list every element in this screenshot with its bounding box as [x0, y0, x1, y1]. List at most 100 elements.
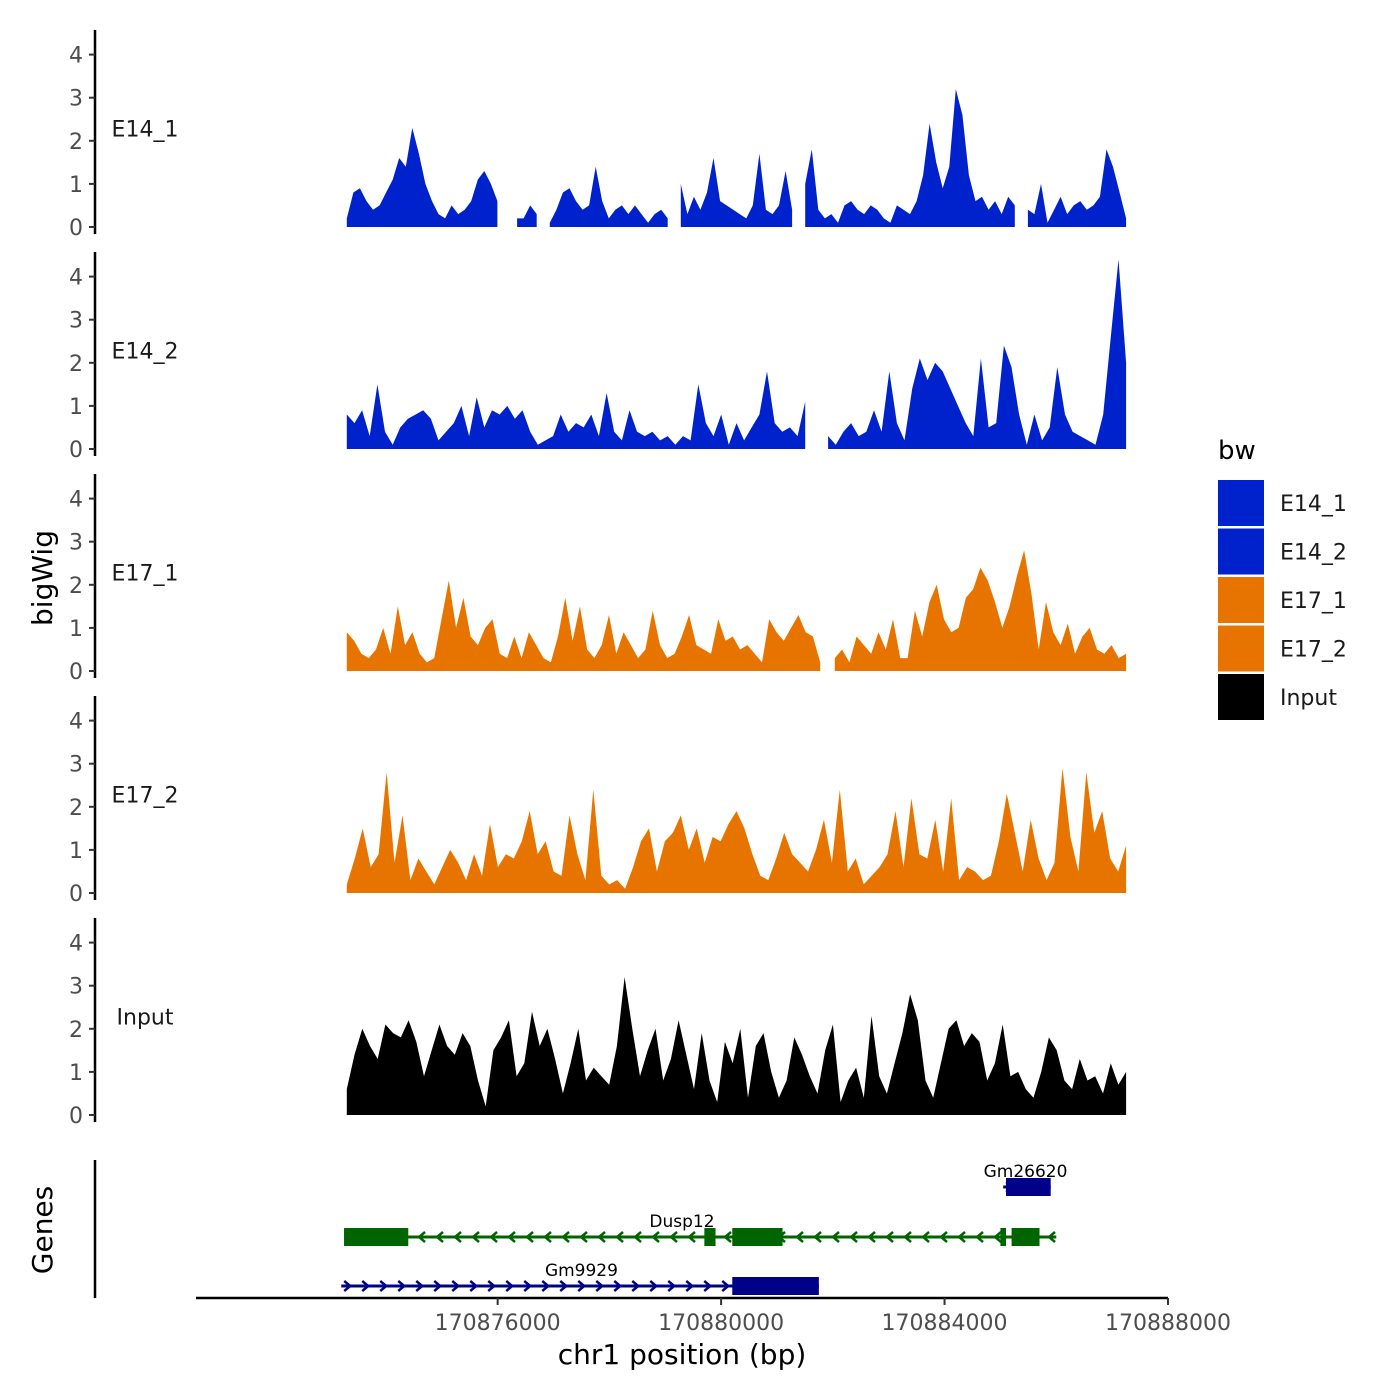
legend-label: E17_1	[1280, 589, 1347, 614]
y-tick-label: 4	[69, 932, 83, 957]
bigwig-tracks: 0 1 2 3 4 E14_1 0 1 2 3 4 E14_2 0 1 2 3 4 E17_1 0 1 2 3 4 E17_2…	[69, 30, 1127, 1129]
gene-gm26620: Gm26620	[984, 1162, 1068, 1196]
signal-area-e14_1	[1027, 149, 1127, 227]
strand-arrow	[1047, 1231, 1056, 1243]
y-tick-label: 0	[69, 1104, 83, 1129]
strand-arrow	[505, 1280, 515, 1292]
legend-swatch	[1218, 674, 1264, 720]
strand-arrow	[721, 1280, 731, 1292]
y-tick-label: 4	[69, 710, 83, 735]
y-tick-label: 2	[69, 574, 83, 599]
strand-arrow	[849, 1231, 858, 1243]
y-tick-label: 3	[69, 753, 83, 778]
gene-label: Gm26620	[984, 1162, 1068, 1182]
legend-item-e14_1: E14_1	[1218, 480, 1347, 526]
legend-swatch	[1218, 528, 1264, 575]
strand-arrow	[561, 1231, 570, 1243]
signal-area-input	[346, 977, 1127, 1115]
exon-block	[1006, 1178, 1051, 1196]
strand-arrow	[559, 1280, 569, 1292]
y-tick-label: 0	[69, 216, 83, 241]
gene-dusp12: Dusp12	[344, 1212, 1057, 1246]
x-tick-label: 170888000	[1105, 1311, 1231, 1336]
exon-block	[1000, 1228, 1006, 1246]
signal-area-e17_1	[346, 580, 821, 671]
strand-arrow	[415, 1280, 425, 1292]
track-label: E14_1	[112, 117, 179, 142]
gene-label: Dusp12	[649, 1212, 714, 1232]
x-tick-label: 170876000	[435, 1311, 561, 1336]
gene-label: Gm9929	[545, 1261, 618, 1281]
strand-arrow	[813, 1231, 822, 1243]
y-tick-label: 2	[69, 796, 83, 821]
y-tick-label: 3	[69, 309, 83, 334]
signal-area-e14_1	[805, 89, 1015, 227]
exon-block	[1011, 1228, 1040, 1246]
signal-area-e14_1	[517, 205, 537, 227]
y-tick-label: 0	[69, 882, 83, 907]
legend-label: E14_2	[1280, 541, 1347, 566]
y-axis-title: bigWig	[26, 530, 59, 626]
strand-arrow	[723, 1231, 732, 1243]
x-axis: 170876000 170880000 170884000 170888000	[196, 1296, 1231, 1336]
y-tick-label: 2	[69, 130, 83, 155]
strand-arrow	[831, 1231, 840, 1243]
signal-area-e14_2	[346, 371, 806, 449]
legend: bw E14_1 E14_2 E17_1 E17_2 Input	[1218, 436, 1347, 720]
strand-arrow	[795, 1231, 804, 1243]
strand-arrow	[361, 1280, 371, 1292]
y-tick-label: 2	[69, 352, 83, 377]
legend-swatch	[1218, 577, 1264, 623]
signal-area-e14_1	[549, 166, 668, 227]
y-tick-label: 0	[69, 438, 83, 463]
legend-label: Input	[1280, 686, 1337, 711]
strand-arrow	[615, 1231, 624, 1243]
track-e14_1: 0 1 2 3 4 E14_1	[69, 30, 1127, 241]
track-label: Input	[117, 1005, 174, 1030]
legend-title: bw	[1218, 436, 1256, 466]
strand-arrow	[651, 1231, 660, 1243]
strand-arrow	[487, 1280, 497, 1292]
track-input: 0 1 2 3 4 Input	[69, 918, 1127, 1129]
signal-area-e14_1	[680, 153, 793, 227]
strand-arrow	[343, 1280, 353, 1292]
strand-arrow	[685, 1280, 695, 1292]
strand-arrow	[417, 1231, 426, 1243]
legend-item-e17_1: E17_1	[1218, 577, 1347, 623]
legend-label: E14_1	[1280, 492, 1347, 517]
strand-arrow	[435, 1231, 444, 1243]
strand-arrow	[471, 1231, 480, 1243]
strand-arrow	[489, 1231, 498, 1243]
legend-swatch	[1218, 480, 1264, 526]
strand-arrow	[613, 1280, 623, 1292]
strand-arrow	[577, 1280, 587, 1292]
strand-arrow	[867, 1231, 876, 1243]
track-e14_2: 0 1 2 3 4 E14_2	[69, 252, 1127, 463]
legend-swatch	[1218, 625, 1264, 672]
strand-arrow	[523, 1280, 533, 1292]
legend-item-e17_2: E17_2	[1218, 625, 1347, 672]
y-tick-label: 1	[69, 617, 83, 642]
strand-arrow	[541, 1280, 551, 1292]
strand-arrow	[703, 1280, 713, 1292]
y-tick-label: 4	[69, 488, 83, 513]
strand-arrow	[957, 1231, 966, 1243]
strand-arrow	[451, 1280, 461, 1292]
signal-area-e17_1	[834, 550, 1127, 671]
y-tick-label: 3	[69, 87, 83, 112]
gene-track: Gm26620 Dusp12 Gm9929	[93, 1160, 1068, 1298]
strand-arrow	[667, 1280, 677, 1292]
track-label: E14_2	[112, 339, 179, 364]
y-tick-label: 1	[69, 839, 83, 864]
strand-arrow	[649, 1280, 659, 1292]
strand-arrow	[921, 1231, 930, 1243]
strand-arrow	[633, 1231, 642, 1243]
exon-block	[344, 1228, 409, 1246]
x-tick-label: 170884000	[882, 1311, 1008, 1336]
strand-arrow	[595, 1280, 605, 1292]
strand-arrow	[597, 1231, 606, 1243]
genes-track-title: Genes	[26, 1186, 59, 1274]
track-label: E17_1	[112, 561, 179, 586]
strand-arrow	[469, 1280, 479, 1292]
